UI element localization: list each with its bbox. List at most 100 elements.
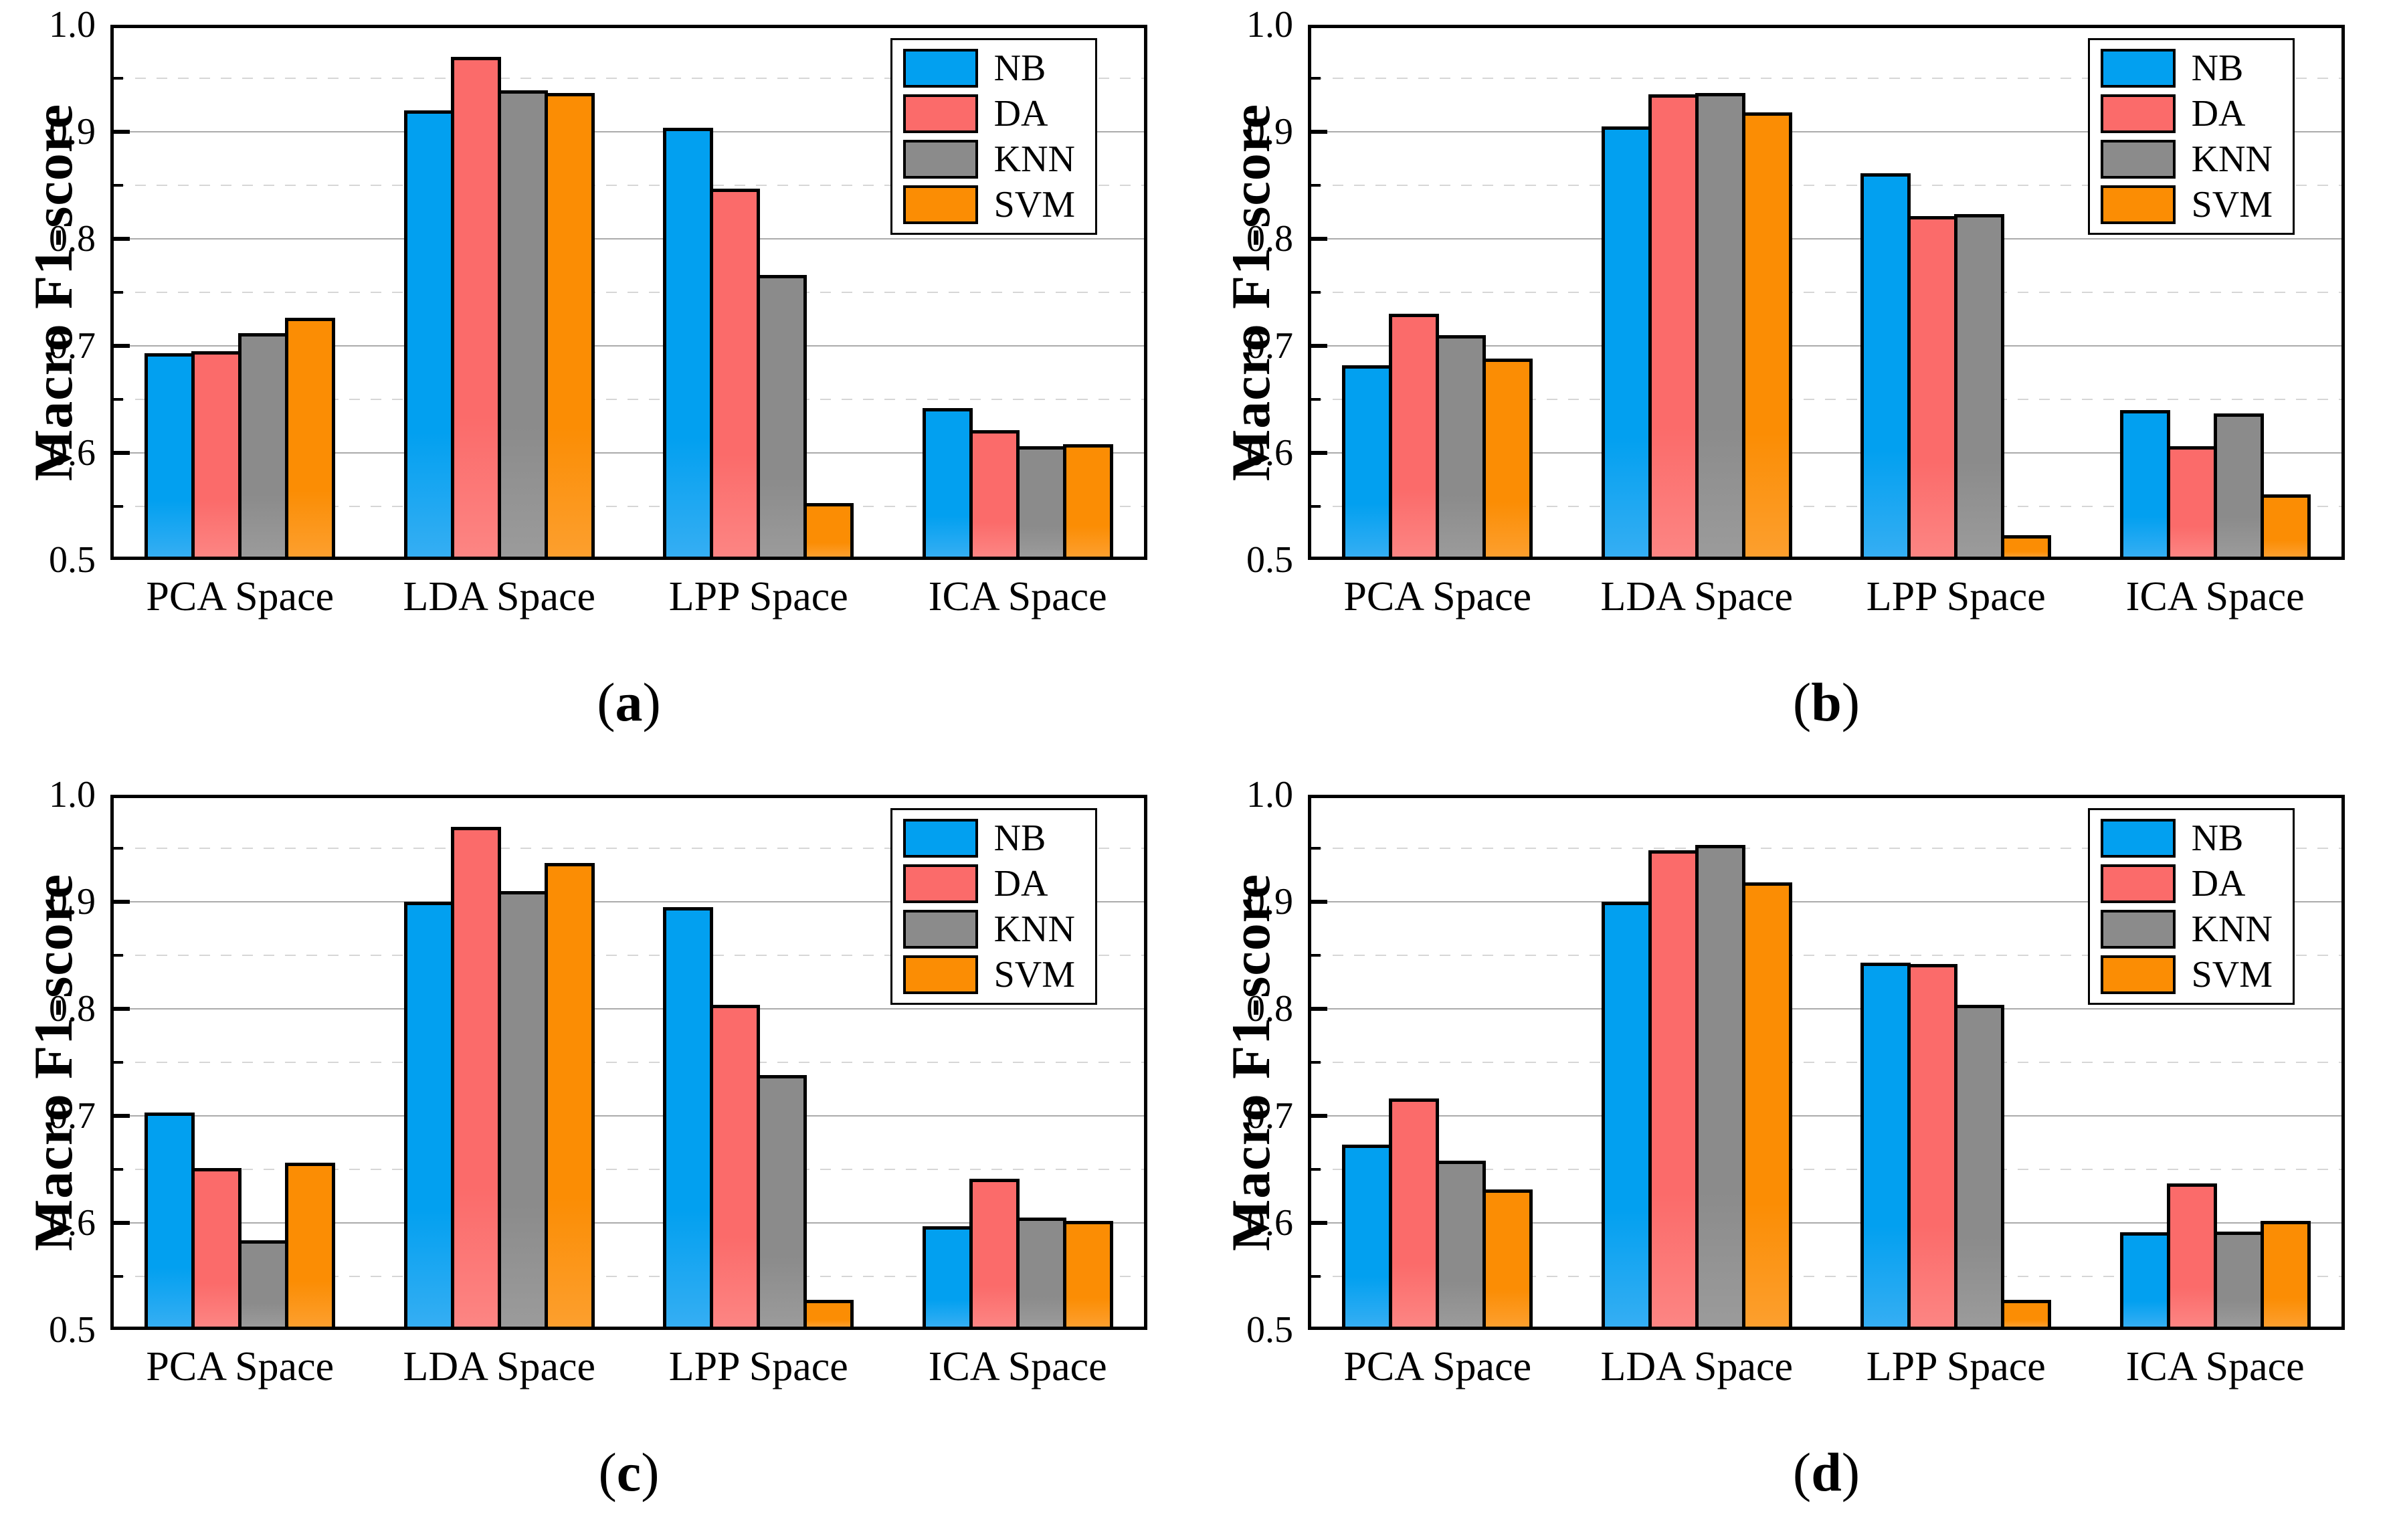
caption-letter: a xyxy=(615,672,643,733)
legend-label: DA xyxy=(2191,93,2246,134)
legend-swatch-svm xyxy=(902,185,978,224)
panel-d: Macro F1-score 0.5 0.6 0.7 0.8 0.9 1.0 PCA Spac… xyxy=(1198,770,2395,1540)
bar-nb-ica xyxy=(2119,410,2170,557)
grid-line-major xyxy=(114,1008,1144,1009)
legend-item-svm: SVM xyxy=(902,185,1075,225)
bar-svm-lda xyxy=(1741,112,1792,557)
panel-caption: (c) xyxy=(110,1439,1147,1506)
legend-item-nb: NB xyxy=(2100,48,2273,88)
grid-line-major xyxy=(1311,1222,2341,1224)
grid-line-minor xyxy=(114,1169,1144,1170)
bar-knn-lpp xyxy=(757,1075,807,1327)
x-category-label: ICA Space xyxy=(928,574,1107,619)
y-tick-label: 0.6 xyxy=(49,432,96,474)
y-tick-label: 0.9 xyxy=(1246,111,1293,153)
legend-item-nb: NB xyxy=(902,48,1075,88)
bar-knn-lda xyxy=(497,90,548,557)
grid-line-major xyxy=(114,1115,1144,1117)
y-tick-label: 0.9 xyxy=(49,111,96,153)
x-category-label: LDA Space xyxy=(1600,574,1794,619)
x-category-label: PCA Space xyxy=(146,1344,334,1389)
y-tick-mark xyxy=(1311,184,1321,187)
bar-knn-pca xyxy=(1436,335,1487,557)
bar-da-lda xyxy=(1648,850,1699,1327)
legend-swatch-knn xyxy=(2100,910,2176,949)
y-tick-mark xyxy=(114,1168,123,1171)
y-tick-label: 0.9 xyxy=(1246,881,1293,923)
caption-paren-open: ( xyxy=(1792,1442,1812,1503)
bar-svm-lpp xyxy=(803,503,854,557)
legend-item-nb: NB xyxy=(902,818,1075,858)
legend-label: KNN xyxy=(2191,908,2273,950)
caption-paren-open: ( xyxy=(598,1442,617,1503)
bar-da-ica xyxy=(969,1179,1020,1327)
y-tick-mark xyxy=(114,1221,130,1225)
bar-knn-lda xyxy=(1695,93,1745,557)
bar-da-lpp xyxy=(710,1004,761,1327)
bar-da-ica xyxy=(969,430,1020,557)
y-tick-mark xyxy=(1311,954,1321,957)
grid-line-minor xyxy=(114,955,1144,956)
y-tick-label: 0.7 xyxy=(1246,1095,1293,1137)
grid-line-major xyxy=(114,238,1144,239)
caption-letter: d xyxy=(1811,1442,1842,1503)
y-tick-mark xyxy=(1311,344,1327,348)
bar-da-pca xyxy=(191,351,242,557)
legend-item-knn: KNN xyxy=(2100,139,2273,179)
legend-item-svm: SVM xyxy=(2100,184,2273,225)
grid-line-minor xyxy=(114,1276,1144,1277)
y-tick-mark xyxy=(1311,1275,1321,1278)
legend-label: DA xyxy=(993,863,1048,904)
y-tick-label: 1.0 xyxy=(49,4,96,45)
x-category-label: LDA Space xyxy=(1600,1344,1794,1389)
legend-item-knn: KNN xyxy=(2100,908,2273,950)
legend-swatch-da xyxy=(2100,94,2176,133)
y-tick-mark xyxy=(114,77,123,80)
y-axis-label: Macro F1-score xyxy=(23,873,84,1252)
grid-line-minor xyxy=(114,506,1144,507)
legend-label: SVM xyxy=(993,954,1075,995)
y-tick-mark xyxy=(1311,847,1321,850)
bar-nb-ica xyxy=(922,407,973,557)
bar-svm-lpp xyxy=(2001,535,2052,557)
caption-paren-open: ( xyxy=(597,672,615,733)
grid-line-minor xyxy=(114,848,1144,849)
bar-da-lda xyxy=(450,57,501,557)
x-category-label: PCA Space xyxy=(1343,1344,1532,1389)
y-tick-label: 0.5 xyxy=(1246,539,1293,581)
y-tick-mark xyxy=(1311,237,1327,241)
legend-swatch-nb xyxy=(2100,49,2176,88)
legend: NB DA KNN SVM xyxy=(890,38,1097,235)
legend-swatch-nb xyxy=(902,49,978,88)
legend-item-svm: SVM xyxy=(2100,955,2273,995)
legend-label: KNN xyxy=(993,138,1075,180)
y-tick-label: 0.6 xyxy=(49,1202,96,1244)
y-tick-mark xyxy=(114,184,123,187)
y-tick-mark xyxy=(1311,1168,1321,1171)
bar-da-pca xyxy=(1389,1098,1440,1327)
y-tick-mark xyxy=(114,1275,123,1278)
y-tick-mark xyxy=(114,237,130,241)
legend-swatch-knn xyxy=(902,140,978,179)
bar-da-ica xyxy=(2166,1183,2217,1327)
bar-nb-pca xyxy=(145,353,195,557)
caption-paren-open: ( xyxy=(1792,672,1812,733)
bar-knn-lpp xyxy=(757,275,807,557)
y-tick-mark xyxy=(1311,1007,1327,1011)
grid-line-major xyxy=(1311,901,2341,902)
bar-nb-lpp xyxy=(1860,963,1911,1327)
bar-svm-pca xyxy=(1482,359,1533,557)
y-tick-label: 1.0 xyxy=(49,774,96,815)
panel-a: Macro F1-score 0.5 0.6 0.7 0.8 0.9 1.0 PCA Spac… xyxy=(0,0,1198,770)
legend-item-da: DA xyxy=(2100,93,2273,134)
caption-letter: c xyxy=(616,1442,642,1503)
bar-knn-ica xyxy=(2213,1231,2264,1327)
y-tick-mark xyxy=(114,900,130,904)
grid-line-major xyxy=(1311,1115,2341,1117)
x-category-label: LDA Space xyxy=(403,574,596,619)
bar-svm-ica xyxy=(1062,1220,1113,1327)
grid-line-minor xyxy=(114,292,1144,293)
bar-nb-lpp xyxy=(663,127,714,557)
legend-label: SVM xyxy=(2191,184,2273,225)
y-tick-mark xyxy=(1311,900,1327,904)
